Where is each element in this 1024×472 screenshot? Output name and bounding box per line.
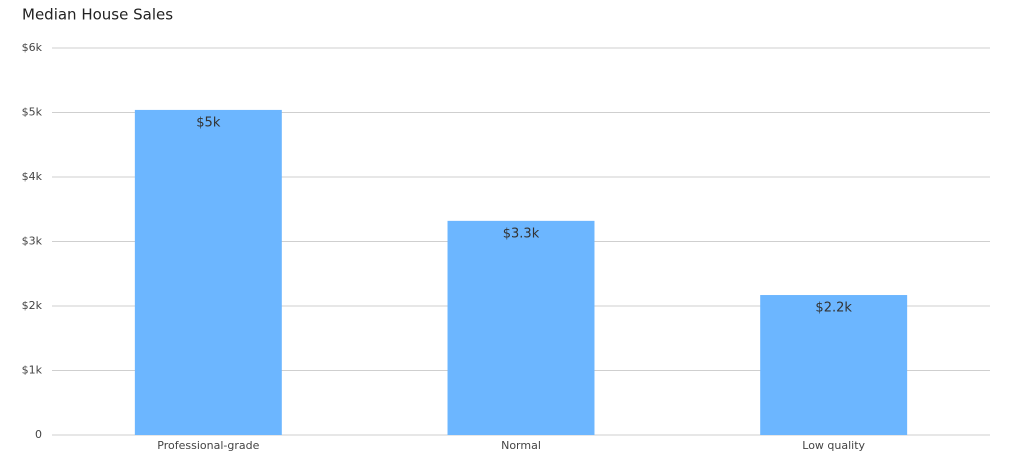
- bar: [760, 295, 908, 435]
- y-tick-label: $5k: [22, 106, 43, 119]
- y-tick-label: $3k: [22, 235, 43, 248]
- bar: [134, 109, 282, 436]
- x-tick-label: Normal: [501, 439, 541, 452]
- value-label: $2.2k: [815, 301, 852, 316]
- value-label: $3.3k: [503, 226, 540, 241]
- x-tick-label: Professional-grade: [157, 439, 259, 452]
- y-tick-label: $2k: [22, 299, 43, 312]
- y-tick-label: 0: [35, 428, 42, 441]
- y-tick-label: $4k: [22, 170, 43, 183]
- x-tick-label: Low quality: [802, 439, 865, 452]
- chart-title: Median House Sales: [22, 6, 173, 24]
- value-label: $5k: [196, 115, 221, 130]
- bar: [447, 220, 595, 435]
- y-tick-label: $1k: [22, 364, 43, 377]
- y-tick-label: $6k: [22, 41, 43, 54]
